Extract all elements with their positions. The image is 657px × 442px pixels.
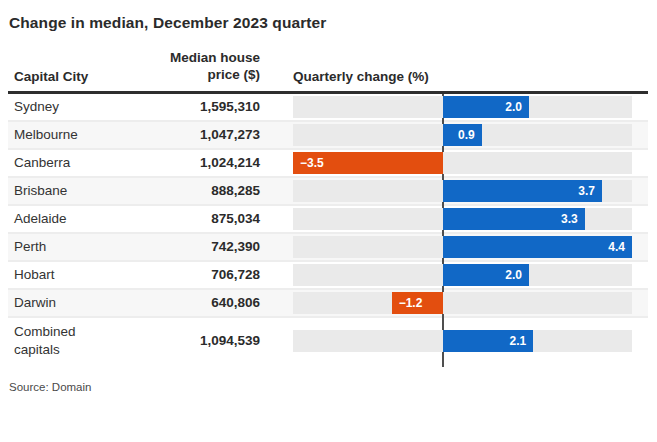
chart-cell: 2.1	[260, 318, 648, 364]
bar-track: 0.9	[293, 124, 632, 146]
header-median-price: Median house price ($)	[150, 50, 260, 84]
table-row: Combined capitals 1,094,539 2.1	[8, 318, 648, 364]
price-cell: 1,024,214	[150, 155, 260, 170]
data-table: Capital City Median house price ($) Quar…	[8, 32, 648, 364]
change-bar: −3.5	[293, 152, 443, 174]
header-median-price-line2: price ($)	[207, 67, 260, 82]
bar-track: 2.0	[293, 264, 632, 286]
change-bar: 2.1	[443, 330, 533, 352]
bar-track: 3.3	[293, 208, 632, 230]
table-row: Perth 742,390 4.4	[8, 234, 648, 262]
page-title: Change in median, December 2023 quarter	[0, 0, 657, 32]
chart-card: Change in median, December 2023 quarter …	[0, 0, 657, 442]
city-cell: Melbourne	[8, 126, 150, 144]
bar-track: −3.5	[293, 152, 632, 174]
chart-cell: 3.3	[260, 206, 648, 232]
city-cell: Adelaide	[8, 210, 150, 228]
table-row: Melbourne 1,047,273 0.9	[8, 122, 648, 150]
bar-track: 2.0	[293, 96, 632, 118]
city-cell: Combined capitals	[8, 323, 150, 359]
change-bar: 3.3	[443, 208, 585, 230]
change-bar: 2.0	[443, 96, 529, 118]
table-row: Sydney 1,595,310 2.0	[8, 94, 648, 122]
price-cell: 640,806	[150, 295, 260, 310]
chart-cell: −1.2	[260, 290, 648, 316]
change-bar: 3.7	[443, 180, 602, 202]
bar-value-label: 3.3	[561, 212, 578, 226]
table-row: Adelaide 875,034 3.3	[8, 206, 648, 234]
header-capital-city: Capital City	[8, 69, 150, 84]
bar-track: 4.4	[293, 236, 632, 258]
table-body: Sydney 1,595,310 2.0 Melbourne 1,047,273…	[8, 91, 648, 364]
city-cell: Darwin	[8, 294, 150, 312]
bar-track: −1.2	[293, 292, 632, 314]
city-cell: Brisbane	[8, 182, 150, 200]
bar-track: 3.7	[293, 180, 632, 202]
price-cell: 706,728	[150, 267, 260, 282]
bar-value-label: 0.9	[458, 128, 475, 142]
chart-cell: 4.4	[260, 234, 648, 260]
bar-value-label: 3.7	[578, 184, 595, 198]
change-bar: 2.0	[443, 264, 529, 286]
header-quarterly-change: Quarterly change (%)	[260, 69, 648, 84]
header-median-price-line1: Median house	[170, 50, 260, 65]
price-cell: 1,047,273	[150, 127, 260, 142]
city-cell: Perth	[8, 238, 150, 256]
bar-value-label: 2.1	[510, 334, 527, 348]
city-cell: Canberra	[8, 154, 150, 172]
chart-cell: 0.9	[260, 122, 648, 148]
city-cell: Hobart	[8, 266, 150, 284]
chart-cell: 2.0	[260, 94, 648, 120]
price-cell: 742,390	[150, 239, 260, 254]
bar-value-label: 2.0	[505, 100, 522, 114]
price-cell: 888,285	[150, 183, 260, 198]
change-bar: 0.9	[443, 124, 482, 146]
table-row: Canberra 1,024,214 −3.5	[8, 150, 648, 178]
price-cell: 1,595,310	[150, 99, 260, 114]
chart-cell: 2.0	[260, 262, 648, 288]
table-header: Capital City Median house price ($) Quar…	[8, 32, 648, 91]
table-row: Darwin 640,806 −1.2	[8, 290, 648, 318]
table-row: Brisbane 888,285 3.7	[8, 178, 648, 206]
source-attribution: Source: Domain	[0, 364, 657, 393]
bar-value-label: 2.0	[505, 268, 522, 282]
city-cell: Sydney	[8, 98, 150, 116]
bar-value-label: 4.4	[608, 240, 625, 254]
bar-track: 2.1	[293, 330, 632, 352]
price-cell: 875,034	[150, 211, 260, 226]
price-cell: 1,094,539	[150, 333, 260, 348]
change-bar: −1.2	[392, 292, 443, 314]
change-bar: 4.4	[443, 236, 632, 258]
bar-value-label: −3.5	[300, 156, 324, 170]
chart-cell: 3.7	[260, 178, 648, 204]
chart-cell: −3.5	[260, 150, 648, 176]
table-row: Hobart 706,728 2.0	[8, 262, 648, 290]
bar-value-label: −1.2	[399, 296, 423, 310]
